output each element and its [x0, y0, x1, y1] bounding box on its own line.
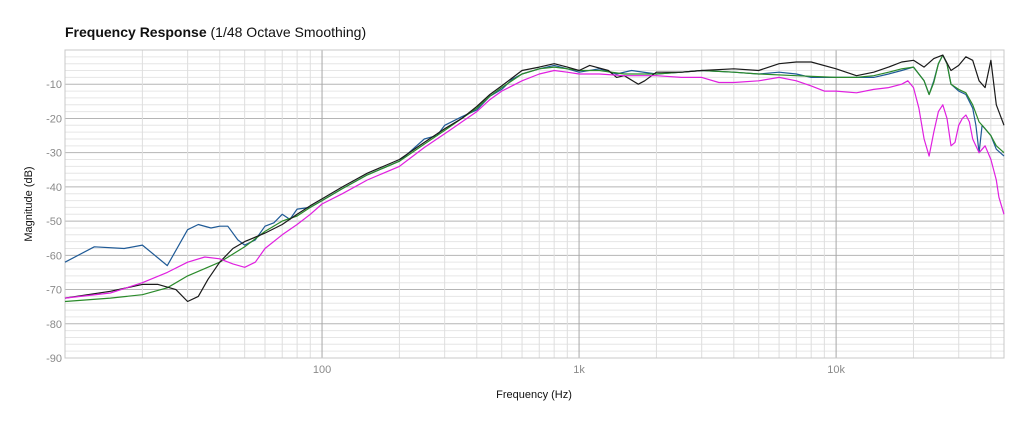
chart-title-main: Frequency Response [65, 24, 207, 40]
x-tick-label: 1k [573, 364, 585, 376]
chart-title-sub: (1/48 Octave Smoothing) [206, 24, 367, 40]
y-tick-label: -50 [46, 216, 62, 228]
x-tick-label: 10k [827, 364, 845, 376]
chart-title: Frequency Response (1/48 Octave Smoothin… [65, 24, 366, 40]
y-tick-label: -90 [46, 353, 62, 365]
y-tick-label: -20 [46, 113, 62, 125]
grid [64, 49, 1005, 359]
series-lines [64, 54, 1005, 303]
plot-frame [64, 49, 1005, 359]
y-tick-label: -30 [46, 148, 62, 160]
y-tick-label: -40 [46, 182, 62, 194]
plot-area [65, 50, 1004, 358]
series-line-magenta [64, 69, 1005, 299]
tick-labels: -10 -20 -30 -40 -50 -60 -70 -80 -90 100 1k 10k [46, 79, 845, 376]
x-tick-label: 100 [313, 364, 331, 376]
y-axis-label: Magnitude (dB) [23, 166, 35, 241]
y-tick-label: -10 [46, 79, 62, 91]
y-tick-label: -70 [46, 285, 62, 297]
x-axis-label: Frequency (Hz) [496, 389, 572, 401]
series-line-black [64, 54, 1005, 303]
y-tick-label: -60 [46, 250, 62, 262]
y-tick-label: -80 [46, 319, 62, 331]
